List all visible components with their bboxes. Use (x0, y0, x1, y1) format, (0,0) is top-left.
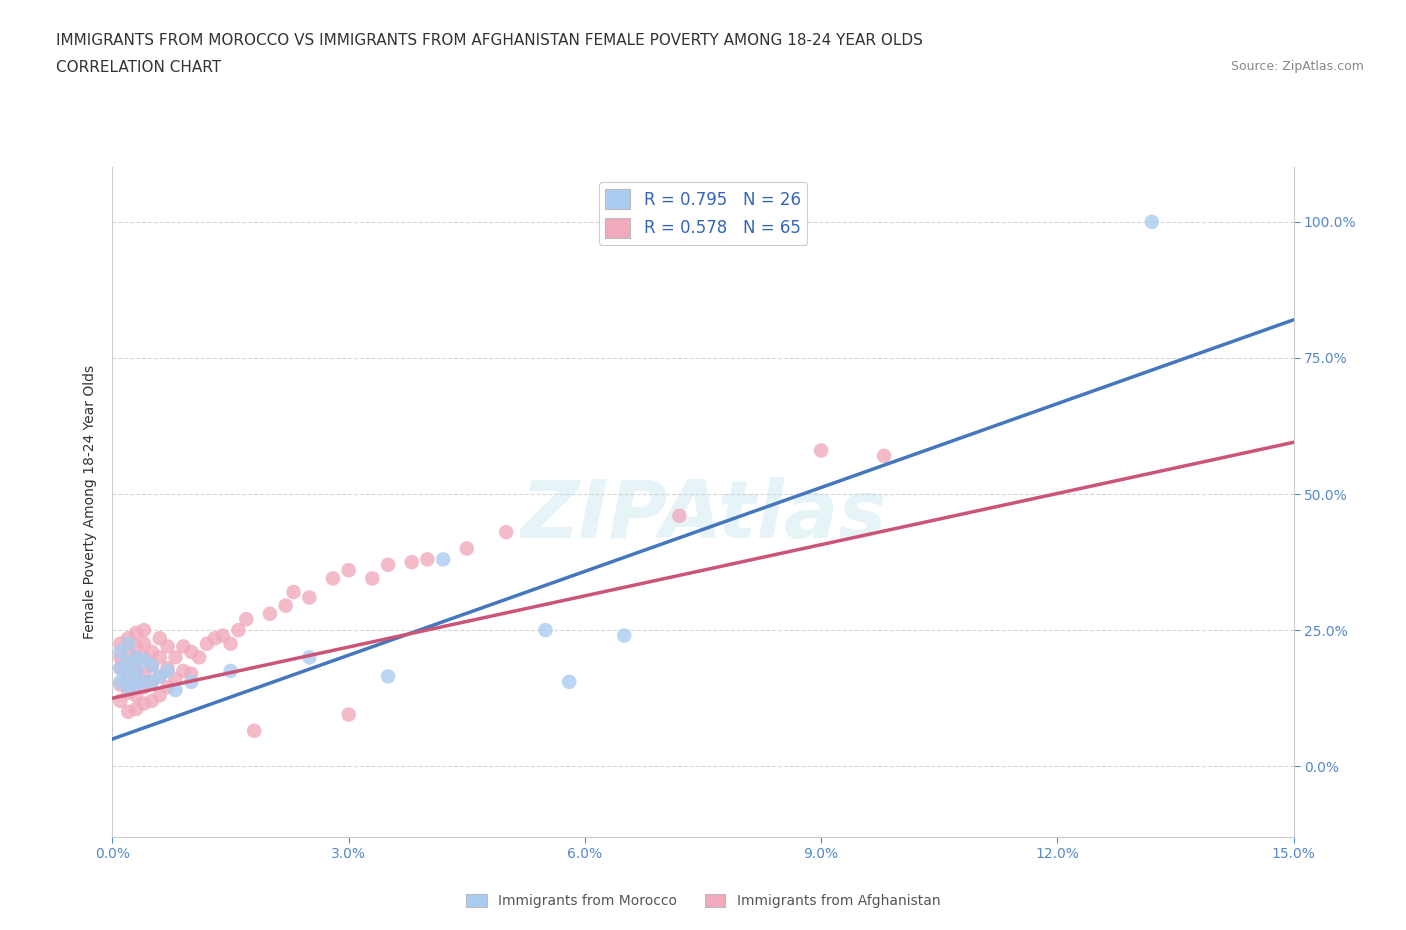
Point (195, 636, 218, 651)
Point (180, 666, 202, 681)
Point (156, 680, 179, 695)
Point (132, 674, 155, 689)
Point (125, 663, 148, 678)
Point (165, 683, 187, 698)
Point (558, 674, 581, 689)
Point (110, 644, 132, 659)
Point (132, 653, 155, 668)
Text: CORRELATION CHART: CORRELATION CHART (56, 60, 221, 75)
Point (401, 554, 423, 569)
Point (125, 677, 148, 692)
Point (243, 724, 266, 738)
Point (211, 628, 233, 643)
Point (110, 636, 132, 651)
Point (141, 674, 163, 689)
Y-axis label: Female Poverty Among 18-24 Year Olds: Female Poverty Among 18-24 Year Olds (83, 365, 97, 639)
Point (125, 688, 148, 703)
Point (110, 661, 132, 676)
Point (172, 639, 194, 654)
Point (132, 666, 155, 681)
Point (156, 661, 179, 676)
Point (337, 563, 360, 578)
Point (235, 612, 257, 627)
Point (125, 653, 148, 668)
Point (416, 551, 439, 566)
Point (117, 680, 139, 695)
Point (132, 623, 155, 638)
Legend: R = 0.795   N = 26, R = 0.578   N = 65: R = 0.795 N = 26, R = 0.578 N = 65 (599, 182, 807, 245)
Point (219, 663, 242, 678)
Point (149, 669, 172, 684)
Point (132, 697, 155, 711)
Text: ZIPAtlas: ZIPAtlas (520, 476, 886, 554)
Point (165, 671, 187, 686)
Point (117, 704, 139, 719)
Point (283, 585, 305, 600)
Point (141, 658, 163, 673)
Point (432, 551, 454, 566)
Point (117, 669, 139, 684)
Point (117, 644, 139, 659)
Point (149, 650, 172, 665)
Point (172, 663, 194, 678)
Point (117, 685, 139, 700)
Point (219, 636, 242, 651)
Point (110, 650, 132, 665)
Legend: Immigrants from Morocco, Immigrants from Afghanistan: Immigrants from Morocco, Immigrants from… (460, 889, 946, 914)
Point (110, 674, 132, 689)
Point (180, 674, 202, 689)
Point (180, 644, 202, 659)
Point (377, 557, 399, 572)
Text: Source: ZipAtlas.com: Source: ZipAtlas.com (1230, 60, 1364, 73)
Point (125, 663, 148, 678)
Point (132, 680, 155, 695)
Point (117, 636, 139, 651)
Point (1140, 215, 1163, 230)
Point (141, 674, 163, 689)
Point (873, 448, 896, 463)
Point (188, 650, 211, 665)
Point (298, 650, 321, 665)
Point (165, 650, 187, 665)
Point (125, 639, 148, 654)
Point (337, 707, 360, 722)
Point (156, 639, 179, 654)
Point (668, 509, 690, 524)
Point (456, 541, 478, 556)
Point (495, 525, 517, 539)
Point (110, 677, 132, 692)
Point (228, 623, 250, 638)
Point (125, 674, 148, 689)
Point (110, 694, 132, 709)
Text: IMMIGRANTS FROM MOROCCO VS IMMIGRANTS FROM AFGHANISTAN FEMALE POVERTY AMONG 18-2: IMMIGRANTS FROM MOROCCO VS IMMIGRANTS FR… (56, 33, 924, 47)
Point (117, 658, 139, 673)
Point (613, 628, 636, 643)
Point (259, 606, 281, 621)
Point (125, 625, 148, 640)
Point (274, 598, 297, 613)
Point (377, 669, 399, 684)
Point (534, 623, 557, 638)
Point (141, 658, 163, 673)
Point (204, 631, 226, 645)
Point (117, 671, 139, 686)
Point (149, 631, 172, 645)
Point (132, 636, 155, 651)
Point (149, 688, 172, 703)
Point (156, 663, 179, 678)
Point (117, 656, 139, 671)
Point (361, 571, 384, 586)
Point (322, 571, 344, 586)
Point (141, 644, 163, 659)
Point (149, 669, 172, 684)
Point (298, 590, 321, 604)
Point (132, 650, 155, 665)
Point (125, 650, 148, 665)
Point (810, 443, 832, 458)
Point (117, 631, 139, 645)
Point (125, 701, 148, 716)
Point (110, 661, 132, 676)
Point (141, 694, 163, 709)
